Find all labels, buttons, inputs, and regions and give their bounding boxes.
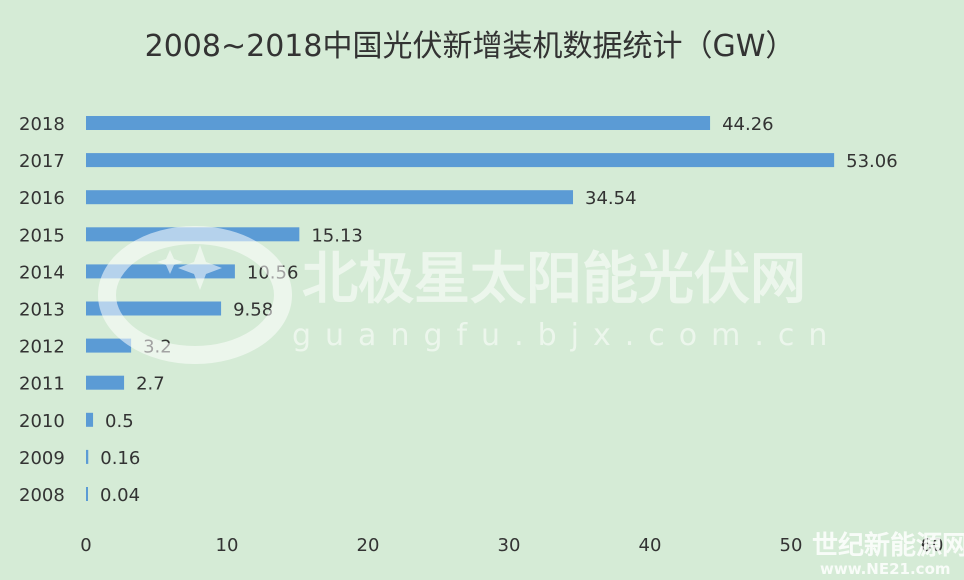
x-tick-label: 20	[357, 535, 380, 556]
watermark-logo-icon	[98, 226, 292, 364]
data-label: 34.54	[585, 188, 637, 209]
bar	[86, 487, 88, 501]
corner-watermark-main: 世纪新能源网	[812, 530, 964, 561]
bars-layer: 2018 44.26 2017 53.06 2016 34.54 2015 15.13 2014…	[19, 114, 943, 556]
category-label: 2014	[19, 262, 65, 283]
data-label: 2.7	[136, 374, 165, 395]
data-label: 15.13	[311, 225, 363, 246]
category-label: 2008	[19, 485, 65, 506]
category-label: 2016	[19, 188, 65, 209]
corner-watermark: 世纪新能源网 www.NE21.com	[812, 530, 964, 578]
category-label: 2018	[19, 114, 65, 135]
bar	[86, 116, 711, 130]
watermark-main-text: 北极星太阳能光伏网	[302, 247, 806, 312]
data-label: 0.5	[105, 411, 134, 432]
bar	[86, 375, 125, 390]
bar	[86, 153, 835, 168]
x-tick-label: 30	[498, 535, 521, 556]
category-label: 2012	[19, 337, 65, 358]
bar	[86, 338, 132, 353]
corner-watermark-url: www.NE21.com	[820, 560, 951, 578]
bar	[86, 449, 89, 464]
data-label: 44.26	[722, 114, 774, 135]
watermark: 北极星太阳能光伏网 guangfu.bjx.com.cn	[98, 226, 841, 364]
category-label: 2017	[19, 151, 65, 172]
x-tick-label: 0	[80, 535, 91, 556]
x-tick-label: 60	[921, 535, 944, 556]
x-tick-label: 50	[780, 535, 803, 556]
bar	[86, 412, 94, 427]
data-label: 0.16	[100, 448, 140, 469]
chart-title: 2008~2018中国光伏新增装机数据统计（GW）	[145, 29, 796, 64]
bar	[86, 190, 574, 205]
data-label: 9.58	[233, 300, 273, 321]
category-label: 2015	[19, 225, 65, 246]
watermark-url-text: guangfu.bjx.com.cn	[292, 318, 841, 353]
data-label: 0.04	[100, 485, 140, 506]
x-tick-label: 40	[639, 535, 662, 556]
category-label: 2011	[19, 374, 65, 395]
category-label: 2010	[19, 411, 65, 432]
x-tick-label: 10	[216, 535, 239, 556]
category-label: 2009	[19, 448, 65, 469]
category-label: 2013	[19, 300, 65, 321]
data-label: 53.06	[846, 151, 898, 172]
